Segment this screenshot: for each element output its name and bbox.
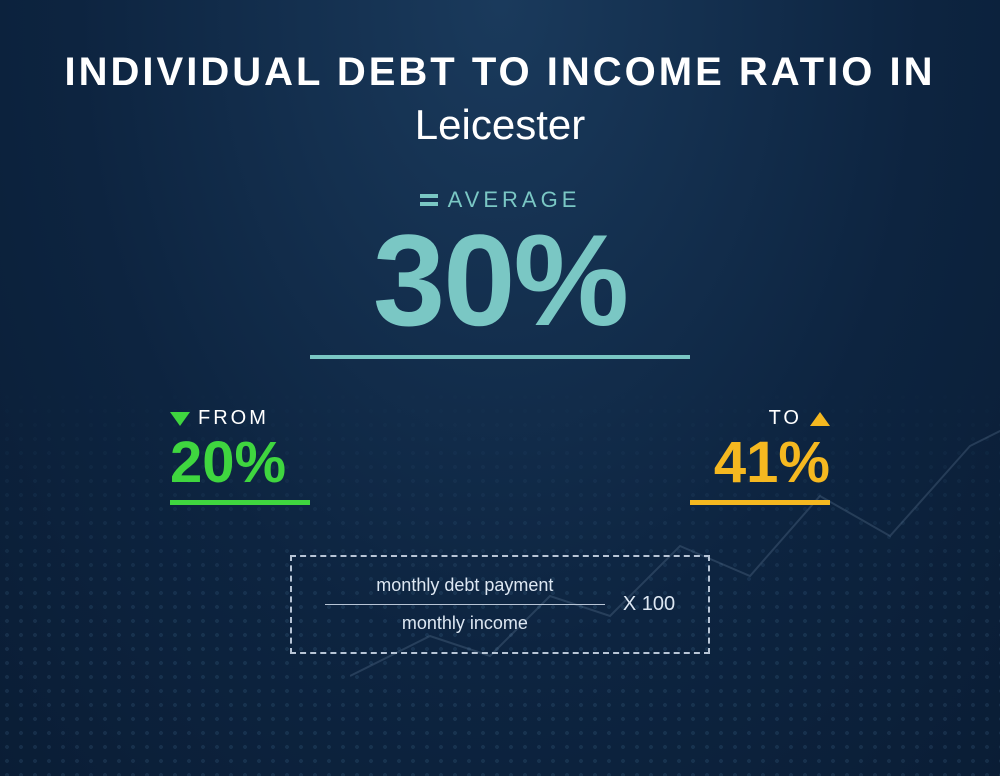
- formula-box: monthly debt payment monthly income X 10…: [290, 555, 710, 654]
- formula-denominator: monthly income: [402, 613, 528, 634]
- to-value: 41%: [690, 434, 830, 492]
- from-label: FROM: [198, 407, 269, 430]
- to-label-row: TO: [769, 407, 830, 430]
- average-block: AVERAGE 30%: [60, 185, 940, 359]
- title-line-2: Leicester: [60, 101, 940, 149]
- triangle-up-icon: [810, 412, 830, 426]
- formula-multiplier: X 100: [623, 593, 675, 616]
- to-underline: [690, 500, 830, 505]
- range-to-block: TO 41%: [690, 407, 830, 505]
- formula-fraction: monthly debt payment monthly income: [325, 575, 605, 634]
- formula-numerator: monthly debt payment: [376, 575, 553, 596]
- average-underline: [310, 355, 690, 359]
- range-from-block: FROM 20%: [170, 407, 310, 505]
- infographic-container: INDIVIDUAL DEBT TO INCOME RATIO IN Leice…: [0, 0, 1000, 776]
- average-value: 30%: [60, 215, 940, 345]
- from-value: 20%: [170, 434, 310, 492]
- from-label-row: FROM: [170, 407, 269, 430]
- to-label: TO: [769, 407, 802, 430]
- formula-fraction-line: [325, 604, 605, 605]
- equals-icon: [420, 194, 438, 206]
- from-underline: [170, 500, 310, 505]
- title-line-1: INDIVIDUAL DEBT TO INCOME RATIO IN: [60, 50, 940, 95]
- triangle-down-icon: [170, 412, 190, 426]
- range-row: FROM 20% TO 41%: [60, 407, 940, 505]
